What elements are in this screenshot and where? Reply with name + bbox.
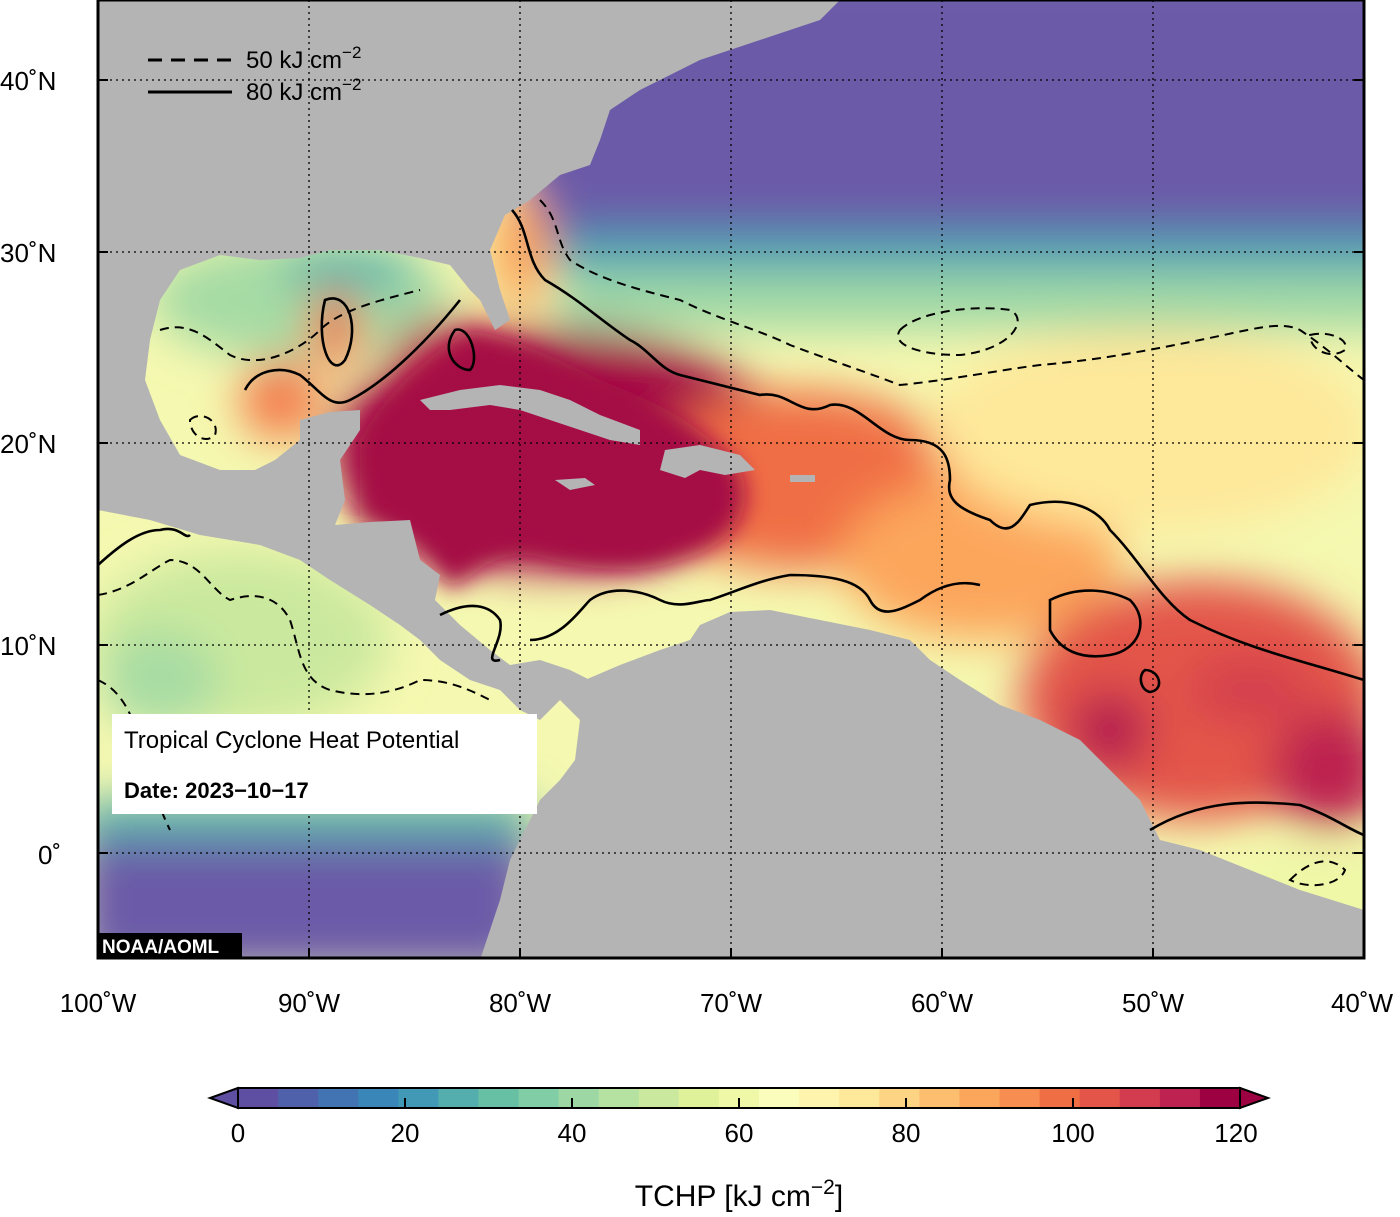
colorbar-segment (438, 1088, 480, 1108)
colorbar-tick-0: 0 (231, 1118, 245, 1148)
colorbar-segment (238, 1088, 279, 1108)
colorbar: 0 20 40 60 80 100 120 TCHP [kJ cm−2] (207, 1086, 1271, 1213)
colorbar-ticks (237, 1098, 1241, 1108)
info-box-background (112, 714, 537, 814)
colorbar-tick-100: 100 (1051, 1118, 1094, 1148)
colorbar-segment (879, 1088, 920, 1108)
colorbar-tick-120: 120 (1214, 1118, 1257, 1148)
colorbar-min-arrow (207, 1086, 239, 1110)
lat-label-30n: 30˚N (0, 238, 56, 268)
lat-label-20n: 20˚N (0, 429, 56, 459)
colorbar-segment (598, 1088, 640, 1108)
lon-label-70w: 70˚W (700, 988, 763, 1018)
contour-80 (511, 209, 1364, 682)
colorbar-max-arrow (1239, 1086, 1271, 1110)
lon-labels: 100˚W 90˚W 80˚W 70˚W 60˚W 50˚W 40˚W (60, 988, 1394, 1018)
colorbar-segment (1079, 1088, 1121, 1108)
colorbar-segment (318, 1088, 359, 1108)
info-date: Date: 2023−10−17 (124, 778, 309, 803)
info-title: Tropical Cyclone Heat Potential (124, 727, 459, 754)
lon-label-40w: 40˚W (1331, 988, 1394, 1018)
contour-50 (539, 199, 1364, 387)
colorbar-tick-20: 20 (391, 1118, 420, 1148)
colorbar-tick-80: 80 (892, 1118, 921, 1148)
colorbar-segment (1119, 1088, 1161, 1108)
lat-label-10n: 10˚N (0, 631, 56, 661)
colorbar-label: TCHP [kJ cm−2] (635, 1176, 843, 1213)
lon-label-50w: 50˚W (1122, 988, 1185, 1018)
colorbar-segment (678, 1088, 720, 1108)
contours (98, 199, 1364, 887)
colorbar-segment (1199, 1088, 1241, 1108)
legend-solid-label: 80 kJ cm−2 (246, 75, 361, 106)
credit-text: NOAA/AOML (102, 937, 220, 958)
colorbar-segment (1159, 1088, 1201, 1108)
land (98, 0, 1364, 958)
lon-label-100w: 100˚W (60, 988, 137, 1018)
colorbar-segment (638, 1088, 680, 1108)
info-box: Tropical Cyclone Heat Potential Date: 20… (112, 714, 537, 814)
credit-badge: NOAA/AOML (98, 933, 242, 958)
colorbar-segments (238, 1088, 1241, 1108)
colorbar-segment (1039, 1088, 1081, 1108)
colorbar-segment (278, 1088, 319, 1108)
colorbar-segment (518, 1088, 560, 1108)
colorbar-tick-60: 60 (725, 1118, 754, 1148)
colorbar-segment (759, 1088, 800, 1108)
colorbar-tick-40: 40 (558, 1118, 587, 1148)
colorbar-segment (398, 1088, 439, 1108)
axis-ticks (98, 79, 1364, 958)
lat-label-0: 0˚ (38, 840, 61, 870)
lat-labels: 40˚N 30˚N 20˚N 10˚N 0˚ (0, 66, 61, 870)
legend-dashed-label: 50 kJ cm−2 (246, 43, 361, 74)
lon-label-80w: 80˚W (489, 988, 552, 1018)
lat-label-40n: 40˚N (0, 66, 56, 96)
colorbar-segment (358, 1088, 399, 1108)
colorbar-segment (959, 1088, 1001, 1108)
colorbar-segment (799, 1088, 840, 1108)
colorbar-segment (999, 1088, 1041, 1108)
map-panel (98, 0, 1364, 958)
colorbar-segment (478, 1088, 520, 1108)
lon-label-90w: 90˚W (278, 988, 341, 1018)
colorbar-segment (558, 1088, 600, 1108)
lon-label-60w: 60˚W (911, 988, 974, 1018)
colorbar-segment (919, 1088, 961, 1108)
colorbar-segment (839, 1088, 880, 1108)
contour-legend: 50 kJ cm−2 80 kJ cm−2 (148, 43, 361, 106)
